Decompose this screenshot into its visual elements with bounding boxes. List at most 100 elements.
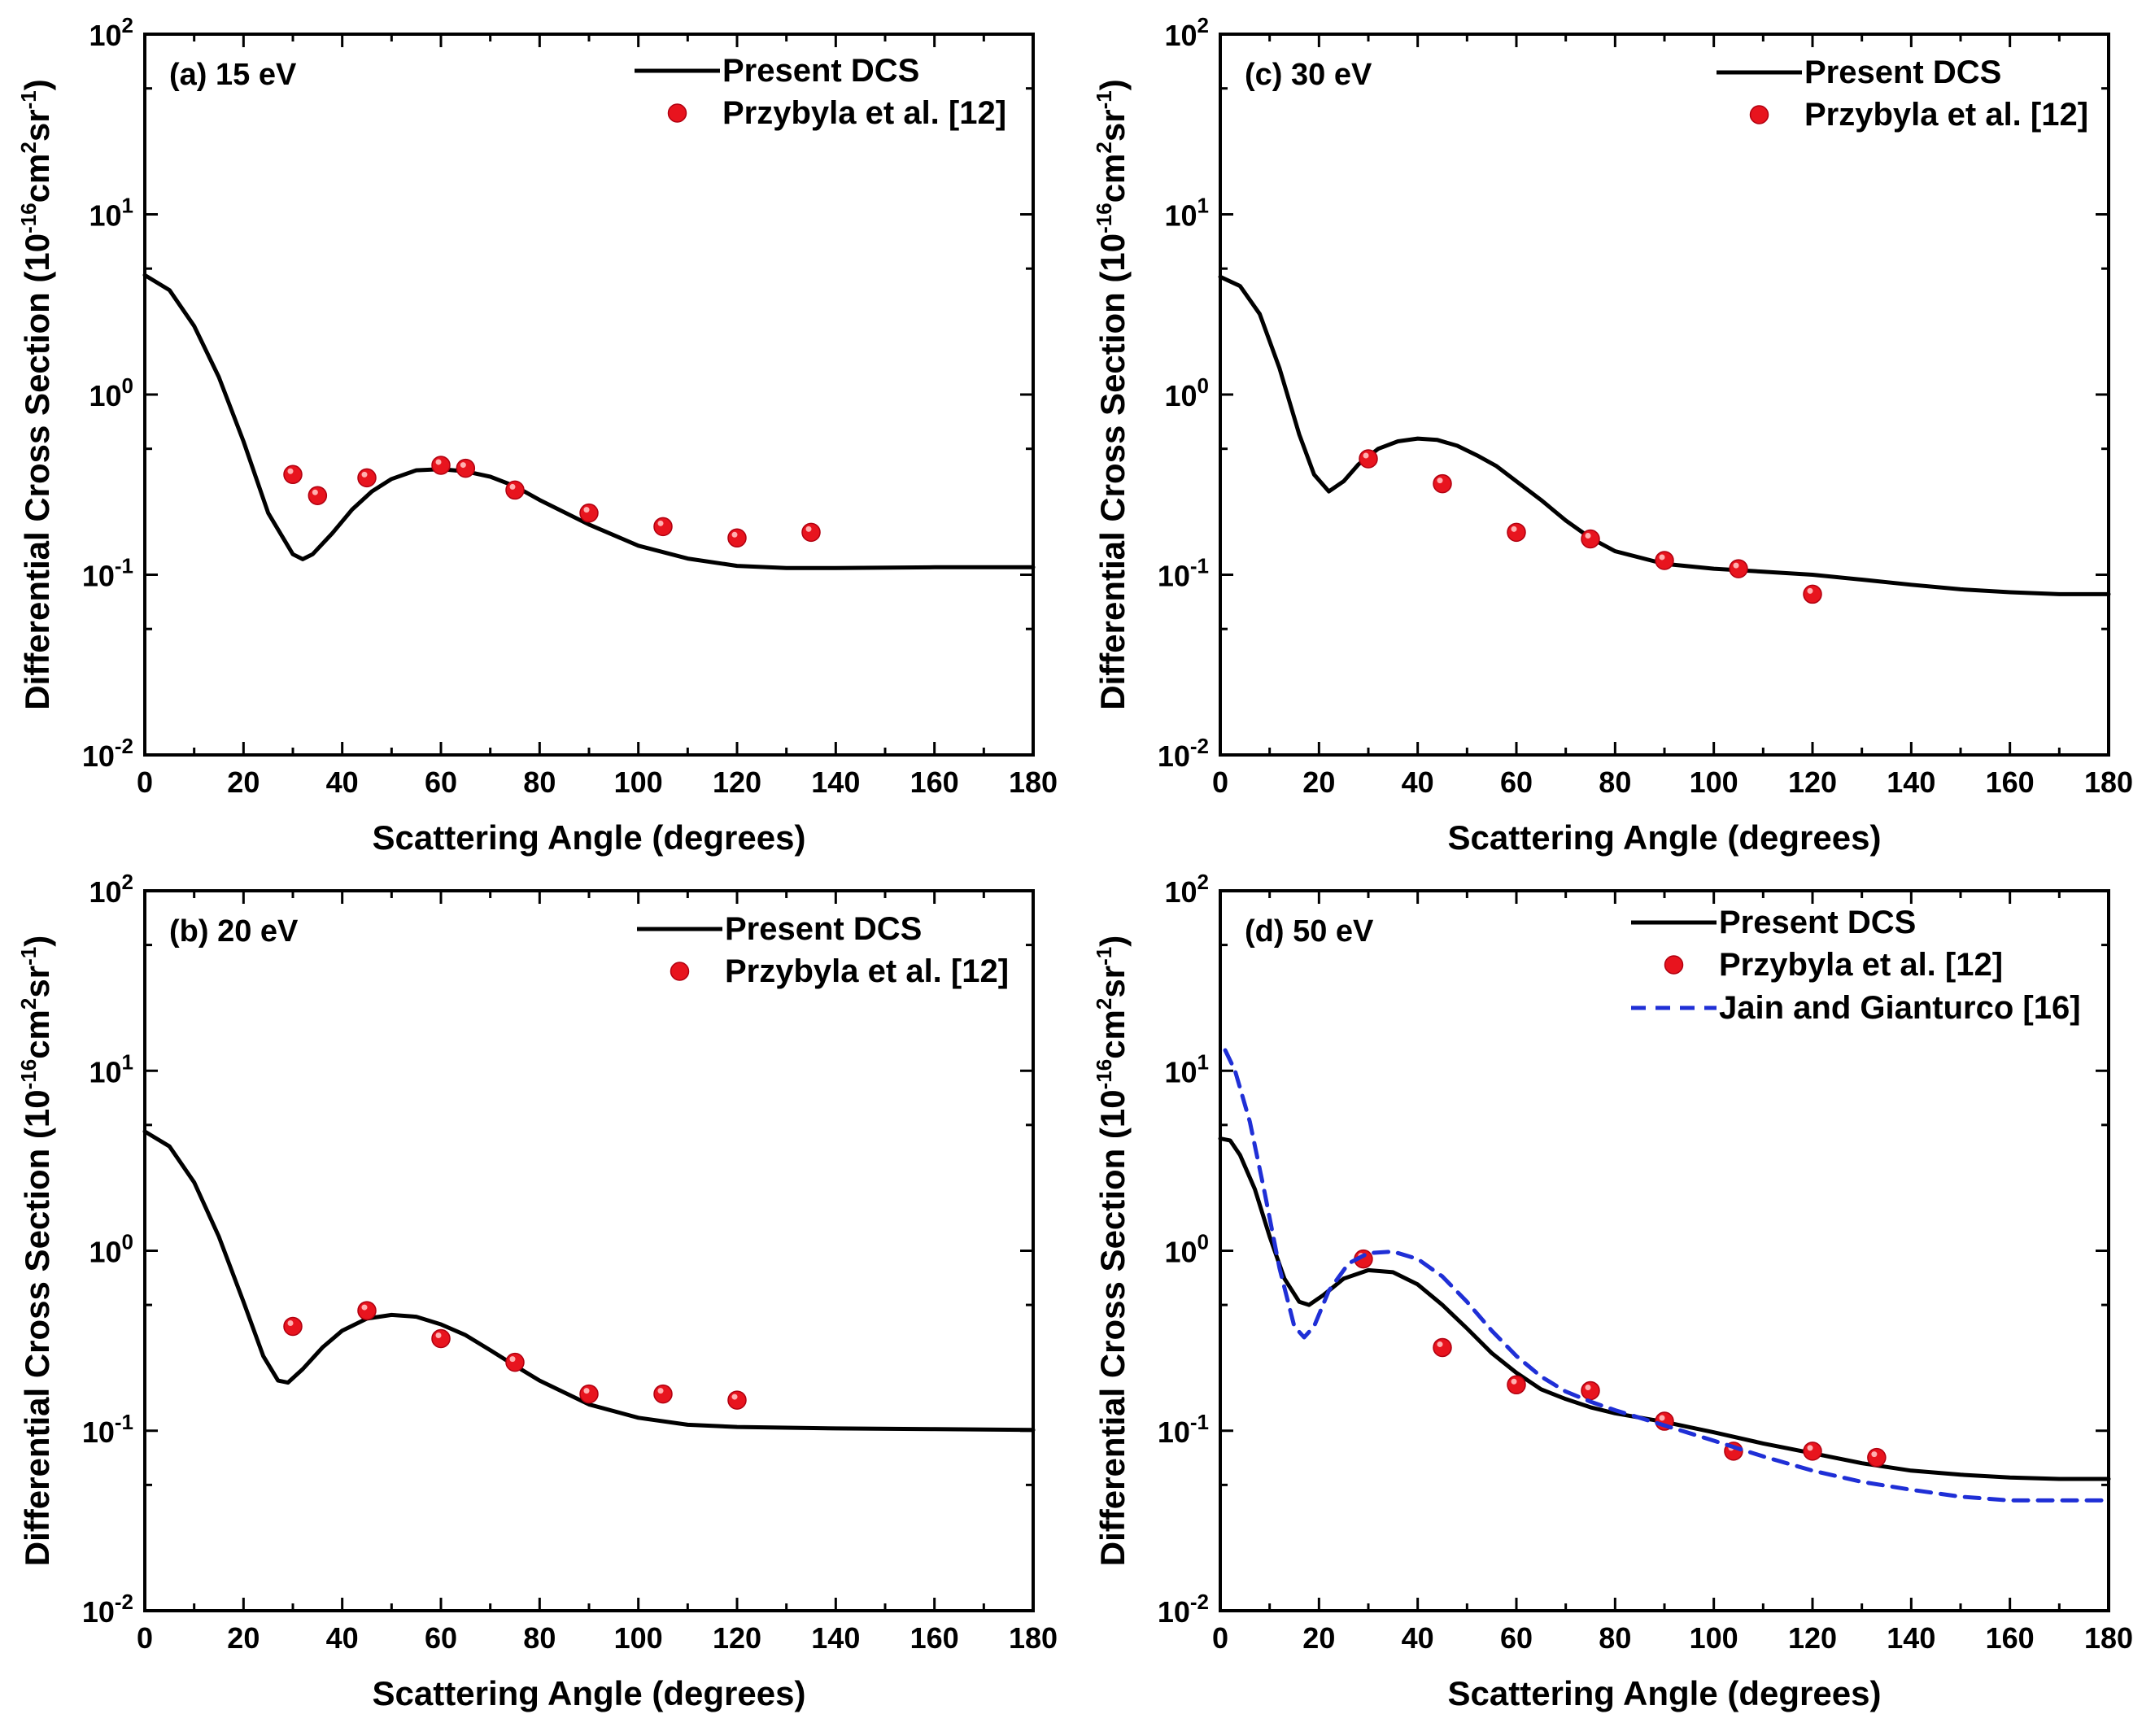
series-line xyxy=(142,273,1036,570)
data-point xyxy=(653,517,673,537)
data-point xyxy=(1359,449,1378,469)
x-tick-label: 80 xyxy=(523,765,556,799)
y-tick-label-base: 10 xyxy=(89,19,121,52)
y-tick-label-exp: 2 xyxy=(1197,13,1209,37)
x-tick-label: 80 xyxy=(1599,1621,1631,1655)
y-tick-label: 10-1 xyxy=(82,1410,133,1449)
y-tick-label-base: 10 xyxy=(1158,739,1190,773)
x-tick-label: 100 xyxy=(1690,765,1738,799)
y-tick-label: 101 xyxy=(1164,194,1209,233)
x-tick-label: 20 xyxy=(1302,765,1335,799)
y-axis-title-sup: -1 xyxy=(16,90,41,109)
y-axis-title-part: sr xyxy=(18,966,56,998)
panel-4: 0 20 40 60 80 100 120 140 160 18010-210-110010110… xyxy=(1092,870,2133,1712)
y-tick-label-exp: 2 xyxy=(1197,870,1209,894)
data-point xyxy=(505,1352,525,1372)
y-axis-title-sup: -16 xyxy=(16,1059,41,1090)
x-tick-label: 80 xyxy=(1599,765,1631,799)
y-tick-label-base: 10 xyxy=(1164,1236,1197,1269)
y-tick-label-base: 10 xyxy=(89,1055,121,1088)
y-axis-title-part: sr xyxy=(1093,109,1132,142)
legend-label: Present DCS xyxy=(1804,55,2001,90)
y-tick-label-exp: 0 xyxy=(1197,373,1209,398)
y-axis-title-part: sr xyxy=(18,109,56,142)
y-tick-label-base: 10 xyxy=(1164,875,1197,909)
legend-marker xyxy=(1749,105,1769,124)
y-tick-label-base: 10 xyxy=(1158,560,1190,593)
y-tick-label: 100 xyxy=(89,373,133,412)
y-axis-title-sup: -1 xyxy=(16,947,41,966)
y-axis-title-part: ) xyxy=(18,79,56,90)
data-point-highlight xyxy=(1585,532,1591,539)
y-tick-label: 100 xyxy=(1164,373,1209,412)
x-tick-label: 0 xyxy=(137,1621,153,1655)
x-tick-label: 100 xyxy=(614,1621,663,1655)
y-tick-label: 10-2 xyxy=(1158,734,1209,773)
x-tick-label: 0 xyxy=(1212,765,1228,799)
data-point xyxy=(456,458,476,478)
y-axis-title-sup: -16 xyxy=(1092,203,1116,233)
y-tick-label-exp: -2 xyxy=(115,1590,133,1614)
data-point xyxy=(1507,522,1526,543)
x-tick-label: 40 xyxy=(326,765,359,799)
data-point-highlight xyxy=(460,462,466,469)
legend-label: Przybyla et al. [12] xyxy=(725,953,1009,989)
data-point-highlight xyxy=(1807,587,1813,594)
y-tick-label: 102 xyxy=(1164,13,1209,52)
y-tick-label-base: 10 xyxy=(82,1595,115,1629)
legend-label: Przybyla et al. [12] xyxy=(1804,97,2088,133)
y-axis-title-part: ) xyxy=(1093,79,1132,90)
data-point-highlight xyxy=(1585,1384,1591,1390)
plot-frame xyxy=(143,889,1035,1612)
legend-label: Przybyla et al. [12] xyxy=(1719,947,2003,983)
plot-frame xyxy=(143,33,1035,757)
y-tick-label-base: 10 xyxy=(1164,1055,1197,1088)
y-tick-label-exp: -1 xyxy=(1190,1410,1209,1434)
y-axis-title-part: cm xyxy=(1093,154,1132,203)
y-tick-label: 10-1 xyxy=(1158,554,1209,593)
x-tick-label: 40 xyxy=(1402,1621,1434,1655)
y-axis-title-sup: -1 xyxy=(1092,90,1116,109)
series-line xyxy=(1218,274,2111,596)
y-axis-title-part: Differential Cross Section (10 xyxy=(1093,233,1132,710)
data-point xyxy=(357,468,377,488)
data-point xyxy=(727,528,747,548)
y-axis-title-part: cm xyxy=(1093,1010,1132,1059)
legend-label: Present DCS xyxy=(725,911,922,947)
y-tick-label-base: 10 xyxy=(82,739,115,773)
y-tick-label-base: 10 xyxy=(82,560,115,593)
x-tick-label: 180 xyxy=(2084,1621,2133,1655)
data-point xyxy=(1581,529,1600,549)
y-tick-label-exp: 1 xyxy=(1197,194,1209,218)
data-point xyxy=(1803,1442,1822,1461)
y-tick-label-exp: 0 xyxy=(122,1230,133,1254)
x-axis-title: Scattering Angle (degrees) xyxy=(1448,818,1882,857)
legend-marker xyxy=(670,962,690,981)
x-tick-label: 100 xyxy=(1690,1621,1738,1655)
panel-label: (d) 50 eV xyxy=(1245,914,1374,949)
panel-1: 0 20 40 60 80 100 120 140 160 18010-210-110010110… xyxy=(16,13,1058,857)
data-point-highlight xyxy=(1807,1445,1813,1451)
y-tick-label-exp: -2 xyxy=(1190,1590,1209,1614)
y-tick-label: 102 xyxy=(89,13,133,52)
panel-label: (c) 30 eV xyxy=(1245,58,1372,92)
data-point-highlight xyxy=(1659,1415,1665,1421)
data-point-highlight xyxy=(287,468,294,474)
data-point xyxy=(1803,584,1822,604)
y-tick-label: 10-2 xyxy=(82,1590,133,1629)
y-axis-title-sup: -1 xyxy=(1092,947,1116,966)
data-point xyxy=(283,465,303,485)
dashed-series-line xyxy=(1223,1048,2111,1503)
data-point-highlight xyxy=(657,520,664,526)
y-tick-label-exp: 2 xyxy=(122,13,133,37)
y-axis-title-sup: -16 xyxy=(16,203,41,233)
x-tick-label: 140 xyxy=(1887,1621,1935,1655)
data-point-highlight xyxy=(1437,478,1443,484)
data-point xyxy=(505,480,525,500)
y-tick-label-exp: 0 xyxy=(122,373,133,398)
y-tick-label-base: 10 xyxy=(1164,19,1197,52)
y-tick-label-exp: 1 xyxy=(122,194,133,218)
data-point-highlight xyxy=(312,489,318,495)
y-tick-label-exp: 0 xyxy=(1197,1230,1209,1254)
legend-marker xyxy=(1664,955,1684,975)
